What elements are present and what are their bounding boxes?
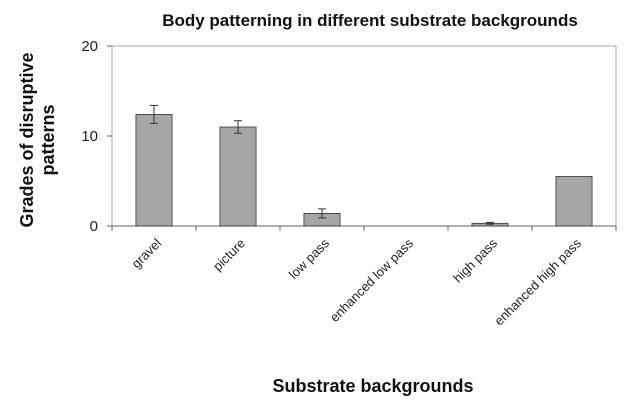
x-category-label: enhanced low pass	[327, 235, 417, 325]
x-category-label: gravel	[128, 235, 164, 271]
y-tick-label: 10	[81, 128, 98, 145]
bars	[136, 114, 592, 226]
y-axis-ticks: 0 10 20	[81, 38, 112, 235]
x-category-label: high pass	[450, 235, 500, 285]
plot-frame	[112, 46, 616, 226]
x-axis-title: Substrate backgrounds	[272, 376, 473, 396]
bar-picture	[220, 127, 256, 226]
x-axis-ticks	[112, 226, 616, 231]
y-axis-title-line-1: Grades of disruptive	[17, 52, 37, 227]
y-tick-label: 0	[90, 218, 98, 235]
chart-title: Body patterning in different substrate b…	[162, 11, 578, 30]
error-bars	[150, 105, 494, 224]
x-category-label: enhanced high pass	[491, 235, 584, 328]
y-axis-title: Grades of disruptive patterns	[17, 52, 58, 227]
bar-enhanced-high-pass	[556, 177, 592, 227]
bar-gravel	[136, 114, 172, 226]
y-tick-label: 20	[81, 38, 98, 55]
x-category-label: picture	[210, 236, 248, 274]
y-axis-title-line-2: patterns	[38, 104, 58, 175]
x-category-label: low pass	[286, 235, 333, 282]
